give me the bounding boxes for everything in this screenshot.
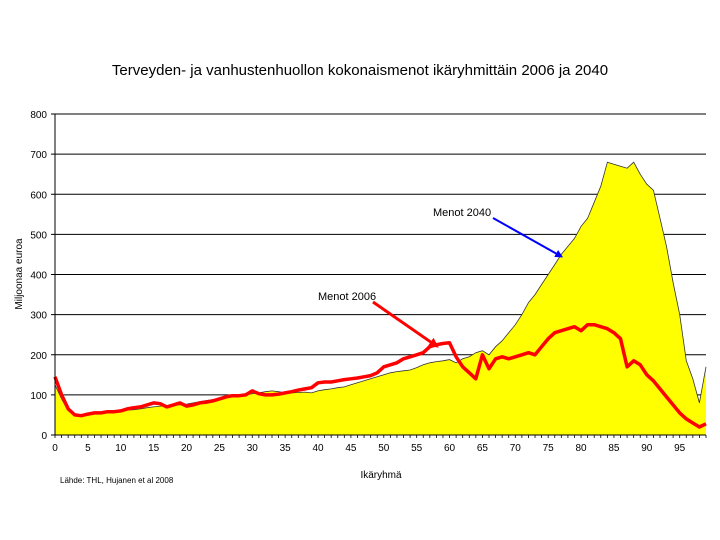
x-tick-label: 50	[378, 443, 390, 454]
x-tick-label: 10	[115, 443, 127, 454]
y-tick-label: 300	[30, 311, 47, 322]
line-series-2006	[53, 322, 707, 429]
line-series-layer	[53, 322, 707, 429]
x-tick-label: 60	[444, 443, 456, 454]
area-series-2040	[55, 162, 706, 435]
x-tick-label: 35	[280, 443, 292, 454]
y-tick-label: 600	[30, 190, 47, 201]
x-axis-label: Ikäryhmä	[360, 470, 402, 481]
x-tick-label: 40	[312, 443, 324, 454]
x-tick-label: 25	[214, 443, 226, 454]
x-tick-label: 20	[181, 443, 193, 454]
axes	[51, 113, 707, 438]
y-axis-label: Miljoonaa euroa	[14, 238, 25, 310]
y-tick-label: 100	[30, 391, 47, 402]
y-tick-label: 500	[30, 230, 47, 241]
annotation-arrow	[492, 217, 564, 258]
y-tick-label: 400	[30, 271, 47, 282]
x-tick-label: 15	[148, 443, 160, 454]
y-tick-label: 800	[30, 110, 47, 121]
x-tick-label: 85	[608, 443, 620, 454]
y-tick-label: 200	[30, 351, 47, 362]
x-tick-label: 65	[477, 443, 489, 454]
annotation-arrow	[372, 300, 439, 348]
x-tick-label: 70	[510, 443, 522, 454]
x-tick-label: 90	[641, 443, 653, 454]
annotations: Menot 2040 Menot 2006	[318, 207, 564, 348]
x-tick-label: 0	[52, 443, 58, 454]
y-tick-label: 0	[41, 431, 47, 442]
x-tick-label: 95	[674, 443, 686, 454]
y-tick-label: 700	[30, 150, 47, 161]
x-tick-label: 75	[543, 443, 555, 454]
annotation-label: Menot 2040	[433, 207, 491, 219]
annotation-label: Menot 2006	[318, 291, 376, 303]
x-tick-label: 55	[411, 443, 423, 454]
x-tick-label: 45	[345, 443, 357, 454]
source-note: Lähde: THL, Hujanen et al 2008	[60, 476, 174, 485]
x-tick-label: 5	[85, 443, 91, 454]
chart-title: Terveyden- ja vanhustenhuollon kokonaism…	[111, 62, 609, 79]
x-tick-label: 80	[575, 443, 587, 454]
tick-labels: 0 100 200 300 400 500 600 700 800 0 5 10 15 20 25 30 35 4…	[30, 110, 685, 454]
x-tick-label: 30	[247, 443, 259, 454]
